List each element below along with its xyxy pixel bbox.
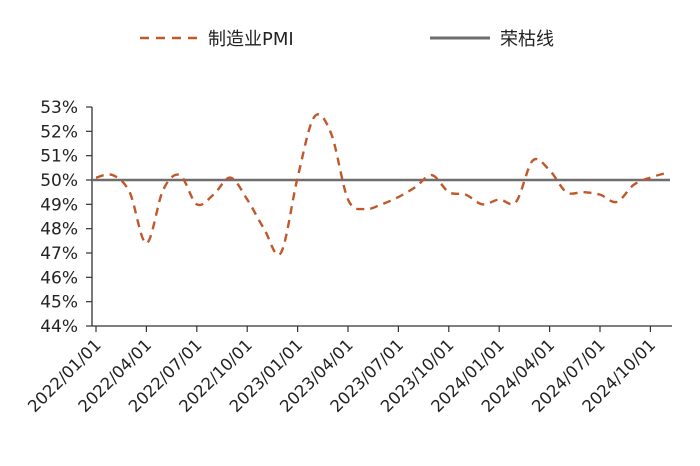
axes [91, 107, 672, 327]
y-tick-label: 46% [40, 268, 78, 288]
y-tick-label: 51% [40, 147, 78, 167]
y-tick-label: 48% [40, 220, 78, 240]
legend: 制造业PMI 荣枯线 [140, 29, 554, 50]
pmi-series-line [95, 113, 668, 256]
y-tick-label: 45% [40, 293, 78, 313]
y-tick-label: 52% [40, 122, 78, 142]
y-tick-label: 50% [40, 171, 78, 191]
y-tick-label: 53% [40, 98, 78, 118]
legend-pmi-label: 制造业PMI [208, 29, 294, 50]
series-layer [92, 113, 670, 256]
legend-boomline-label: 荣枯线 [500, 29, 554, 50]
x-axis-ticks: 2022/01/012022/04/012022/07/012022/10/01… [24, 326, 659, 416]
y-tick-label: 49% [40, 195, 78, 215]
y-tick-label: 47% [40, 244, 78, 264]
y-tick-label: 44% [40, 317, 78, 337]
y-axis-ticks: 44% 45% 46% 47% 48% 49% 50% 51% 52% 53% [40, 98, 92, 337]
